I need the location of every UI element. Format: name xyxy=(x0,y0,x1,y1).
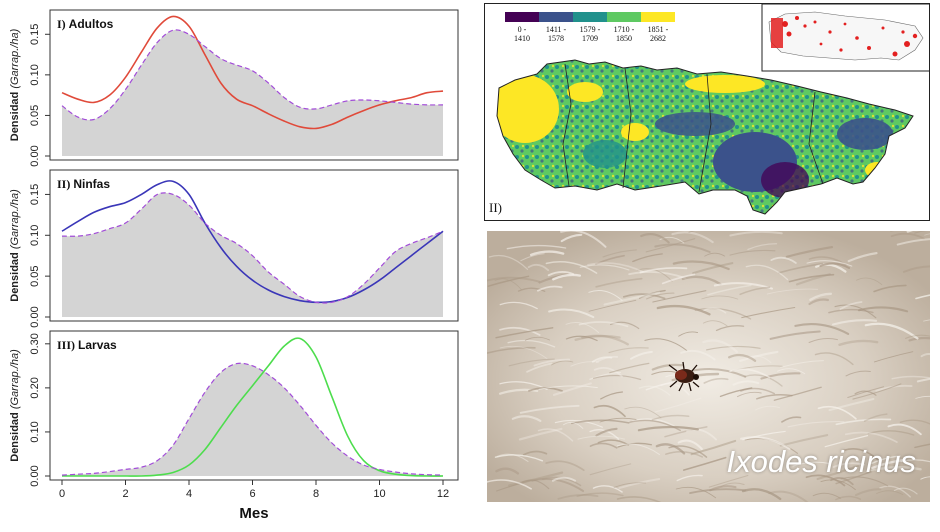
x-tick-label: 6 xyxy=(249,488,255,500)
y-axis-label-main: Densidad xyxy=(9,89,21,142)
chart-panel-3: 0.00 0.10 0.20 0.30 Densidad (Garrap./ha) III… xyxy=(9,330,459,522)
y-tick-label: 0.00 xyxy=(29,145,41,166)
tick-icon xyxy=(668,361,700,392)
x-axis-label: Mes xyxy=(239,505,268,522)
y-tick-label: 0.00 xyxy=(29,306,41,327)
panel-number: II) xyxy=(57,177,73,191)
y-axis-label: Densidad (Garrap./ha) xyxy=(9,349,21,462)
chart-panel-1: 0.00 0.05 0.10 0.15 Densidad (Garrap./ha) I) … xyxy=(9,9,459,167)
y-tick-label: 0.10 xyxy=(29,225,41,246)
y-axis-label: Densidad (Garrap./ha) xyxy=(9,28,21,141)
fur-photo-graphic xyxy=(487,231,930,502)
x-tick-label: 10 xyxy=(373,488,385,500)
x-tick-label: 2 xyxy=(122,488,128,500)
panel-title: III) Larvas xyxy=(57,338,117,352)
panel-name: Adultos xyxy=(69,17,114,31)
density-charts: 0.00 0.05 0.10 0.15 Densidad (Garrap./ha) I) … xyxy=(9,9,459,522)
density-area xyxy=(62,363,443,476)
panel-name: Ninfas xyxy=(73,177,110,191)
panel-title: II) Ninfas xyxy=(57,177,110,191)
legend-swatch xyxy=(641,12,675,22)
y-tick-label: 0.15 xyxy=(29,24,41,45)
series-line-solid xyxy=(61,15,444,130)
map-panel-label: II) xyxy=(489,200,502,215)
tick-photo: Ixodes ricinus xyxy=(487,231,930,502)
legend-label: 1579 - 1709 xyxy=(579,25,601,43)
legend-label: 0 - 1410 xyxy=(514,25,530,43)
legend-swatch xyxy=(607,12,641,22)
y-axis-label-unit: (Garrap./ha) xyxy=(9,189,21,249)
x-tick-label: 8 xyxy=(313,488,319,500)
panel-number: I) xyxy=(57,17,69,31)
x-tick-label: 4 xyxy=(186,488,192,500)
y-tick-label: 0.00 xyxy=(29,465,41,486)
legend-swatch xyxy=(573,12,607,22)
y-axis-label-unit: (Garrap./ha) xyxy=(9,28,21,88)
y-tick-label: 0.15 xyxy=(29,184,41,205)
series-line-dashed xyxy=(61,29,444,121)
y-tick-label: 0.20 xyxy=(29,377,41,398)
series-line-dashed xyxy=(61,192,444,304)
density-area xyxy=(62,192,443,317)
map-legend-bar xyxy=(505,12,675,22)
panel-name: Larvas xyxy=(78,338,117,352)
map-graphic xyxy=(496,4,929,215)
panel-number: III) xyxy=(57,338,78,352)
chart-panel-2: 0.00 0.05 0.10 0.15 Densidad (Garrap./ha) II)… xyxy=(9,169,459,328)
legend-label: 1851 - 2682 xyxy=(647,25,669,43)
series-line-solid xyxy=(61,337,444,477)
legend-label: 1710 - 1850 xyxy=(613,25,635,43)
inset-map xyxy=(761,4,929,72)
y-axis-label: Densidad (Garrap./ha) xyxy=(9,189,21,302)
species-caption: Ixodes ricinus xyxy=(726,444,916,479)
y-tick-label: 0.30 xyxy=(29,333,41,354)
y-axis-label-main: Densidad xyxy=(9,249,21,302)
x-tick-label: 0 xyxy=(59,488,65,500)
y-axis-label-main: Densidad xyxy=(9,409,21,462)
density-area xyxy=(62,29,443,156)
y-tick-label: 0.10 xyxy=(29,421,41,442)
series-line-solid xyxy=(61,180,444,304)
legend-swatch xyxy=(539,12,573,22)
series-line-dashed xyxy=(61,362,444,476)
y-tick-label: 0.10 xyxy=(29,64,41,85)
legend-swatch xyxy=(505,12,539,22)
y-tick-label: 0.05 xyxy=(29,105,41,126)
x-tick-label: 12 xyxy=(437,488,449,500)
legend-label: 1411 - 1578 xyxy=(545,25,567,43)
y-axis-label-unit: (Garrap./ha) xyxy=(9,349,21,409)
region-map: 0 - 1410 1411 - 1578 1579 - 1709 1710 - 185… xyxy=(484,3,930,221)
panel-title: I) Adultos xyxy=(57,17,114,31)
y-tick-label: 0.05 xyxy=(29,265,41,286)
